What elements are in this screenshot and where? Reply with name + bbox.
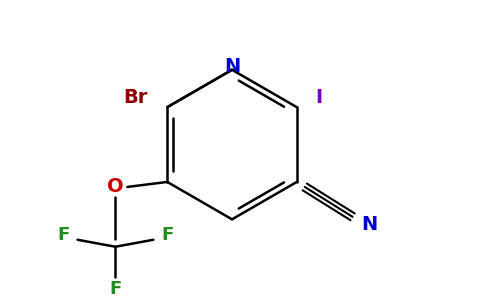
Text: Br: Br (123, 88, 148, 107)
Text: N: N (224, 57, 240, 76)
Text: F: F (109, 280, 121, 298)
Text: I: I (315, 88, 322, 107)
Text: N: N (362, 215, 378, 234)
Text: O: O (107, 177, 124, 196)
Text: F: F (58, 226, 70, 244)
Text: F: F (161, 226, 173, 244)
